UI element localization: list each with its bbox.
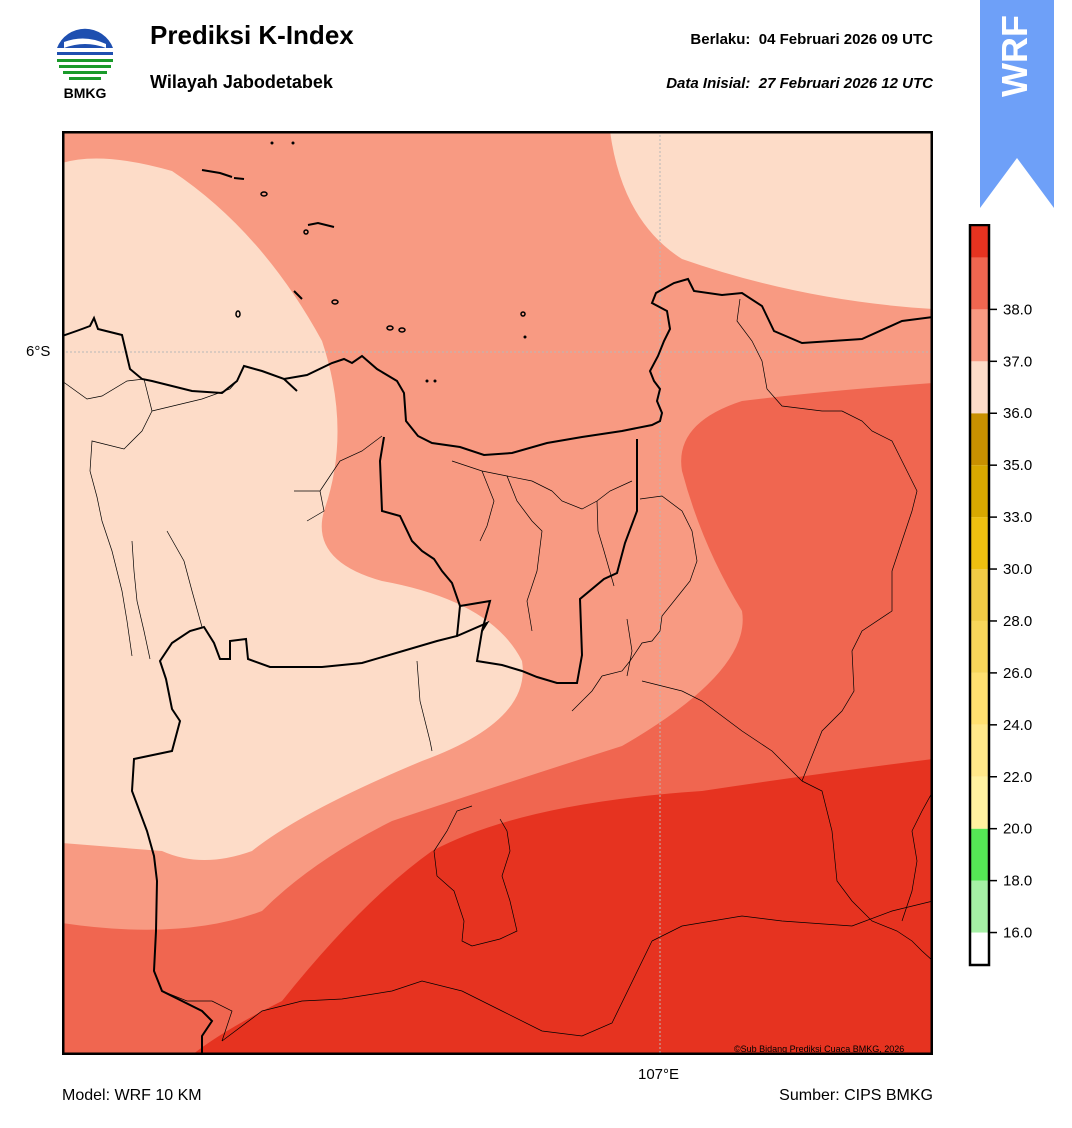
province-boundary	[130, 436, 462, 1055]
colorbar-bin	[970, 309, 989, 362]
colorbar-bin	[970, 776, 989, 829]
coastline-west	[283, 378, 298, 392]
district-boundary	[62, 378, 153, 657]
district-boundary	[736, 298, 918, 782]
island	[233, 177, 245, 180]
colorbar-tick-label: 22.0	[1003, 769, 1032, 786]
colorbar-tick-label: 30.0	[1003, 561, 1032, 578]
district-boundary	[626, 618, 633, 677]
district-boundary	[641, 680, 803, 782]
island	[307, 221, 335, 228]
district-boundary	[596, 500, 615, 587]
district-boundary	[479, 470, 495, 542]
copyright-note: ©Sub Bidang Prediksi Cuaca BMKG, 2026	[734, 1044, 905, 1054]
island	[270, 141, 274, 145]
district-boundary	[801, 780, 933, 962]
district-boundary	[551, 480, 633, 510]
colorbar-tick-label: 33.0	[1003, 509, 1032, 526]
initial-data-time: Data Inisial: 27 Februari 2026 12 UTC	[666, 75, 933, 92]
island	[201, 169, 233, 178]
colorbar-tick-label: 37.0	[1003, 353, 1032, 370]
colorbar-tick-label: 38.0	[1003, 301, 1032, 318]
island	[520, 311, 526, 317]
colorbar-tick-label: 24.0	[1003, 717, 1032, 734]
district-boundary	[601, 590, 683, 677]
island	[293, 290, 303, 300]
map-frame	[62, 131, 933, 1055]
colorbar-bin	[970, 672, 989, 725]
district-boundary	[416, 660, 433, 752]
model-info: Model: WRF 10 KM	[62, 1087, 202, 1104]
wrf-ribbon: WRF	[980, 0, 1054, 208]
coastline	[62, 277, 933, 457]
k-index-level-38-plus	[192, 759, 933, 1055]
district-boundary	[639, 495, 698, 592]
island	[331, 299, 339, 305]
district-boundary	[901, 790, 933, 922]
district-boundary	[651, 900, 933, 942]
colorbar-tick-label: 28.0	[1003, 613, 1032, 630]
colorbar-tick-label: 26.0	[1003, 665, 1032, 682]
island	[260, 191, 268, 197]
district-boundary	[571, 675, 603, 712]
ribbon-label: WRF	[994, 15, 1035, 97]
colorbar-bin	[970, 724, 989, 777]
colorbar-tick-label: 18.0	[1003, 873, 1032, 890]
district-boundary	[151, 380, 238, 412]
district-boundary	[166, 530, 203, 628]
province-boundary	[456, 620, 490, 637]
island	[398, 327, 406, 333]
district-boundary	[221, 940, 653, 1042]
district-boundary	[131, 540, 151, 660]
district-boundary	[294, 490, 325, 522]
colorbar-bin	[970, 413, 989, 466]
district-boundary	[161, 990, 233, 1042]
island	[433, 379, 437, 383]
district-boundary	[319, 435, 383, 492]
province-boundary	[459, 439, 638, 684]
source-info: Sumber: CIPS BMKG	[779, 1087, 933, 1104]
latitude-label: 6°S	[26, 343, 51, 360]
island	[291, 141, 295, 145]
colorbar-tick-label: 20.0	[1003, 821, 1032, 838]
logo-label: BMKG	[63, 85, 107, 101]
k-index-colorbar: 16.0 18.0 20.0 22.0 24.0 26.0 28.0 30.0 33.0 35.0…	[968, 224, 1032, 967]
k-index-map	[62, 131, 933, 1055]
colorbar-tick-label: 35.0	[1003, 457, 1032, 474]
colorbar-bin	[970, 828, 989, 881]
island	[386, 325, 394, 331]
island	[303, 229, 309, 235]
page-subtitle: Wilayah Jabodetabek	[150, 72, 333, 92]
colorbar-bin	[970, 361, 989, 414]
district-boundary	[433, 805, 518, 947]
colorbar-bin	[970, 569, 989, 621]
colorbar-bin	[970, 932, 989, 965]
colorbar-bin	[970, 257, 989, 310]
island	[523, 335, 527, 339]
k-index-level-35-36-northeast	[610, 131, 933, 309]
bmkg-logo	[55, 22, 115, 82]
valid-time: Berlaku: 04 Februari 2026 09 UTC	[690, 31, 933, 48]
colorbar-bin	[970, 880, 989, 933]
page-title: Prediksi K-Index	[150, 20, 354, 50]
colorbar-tick-label: 36.0	[1003, 405, 1032, 422]
colorbar-bin	[970, 517, 989, 570]
longitude-label: 107°E	[638, 1066, 680, 1083]
colorbar-bin	[970, 465, 989, 518]
island	[425, 379, 429, 383]
colorbar-bin	[970, 620, 989, 673]
k-index-level-35-36-west	[62, 158, 523, 860]
island	[235, 310, 241, 318]
colorbar-tick-label: 16.0	[1003, 925, 1032, 942]
district-boundary	[506, 475, 543, 632]
colorbar-bin	[970, 225, 989, 258]
